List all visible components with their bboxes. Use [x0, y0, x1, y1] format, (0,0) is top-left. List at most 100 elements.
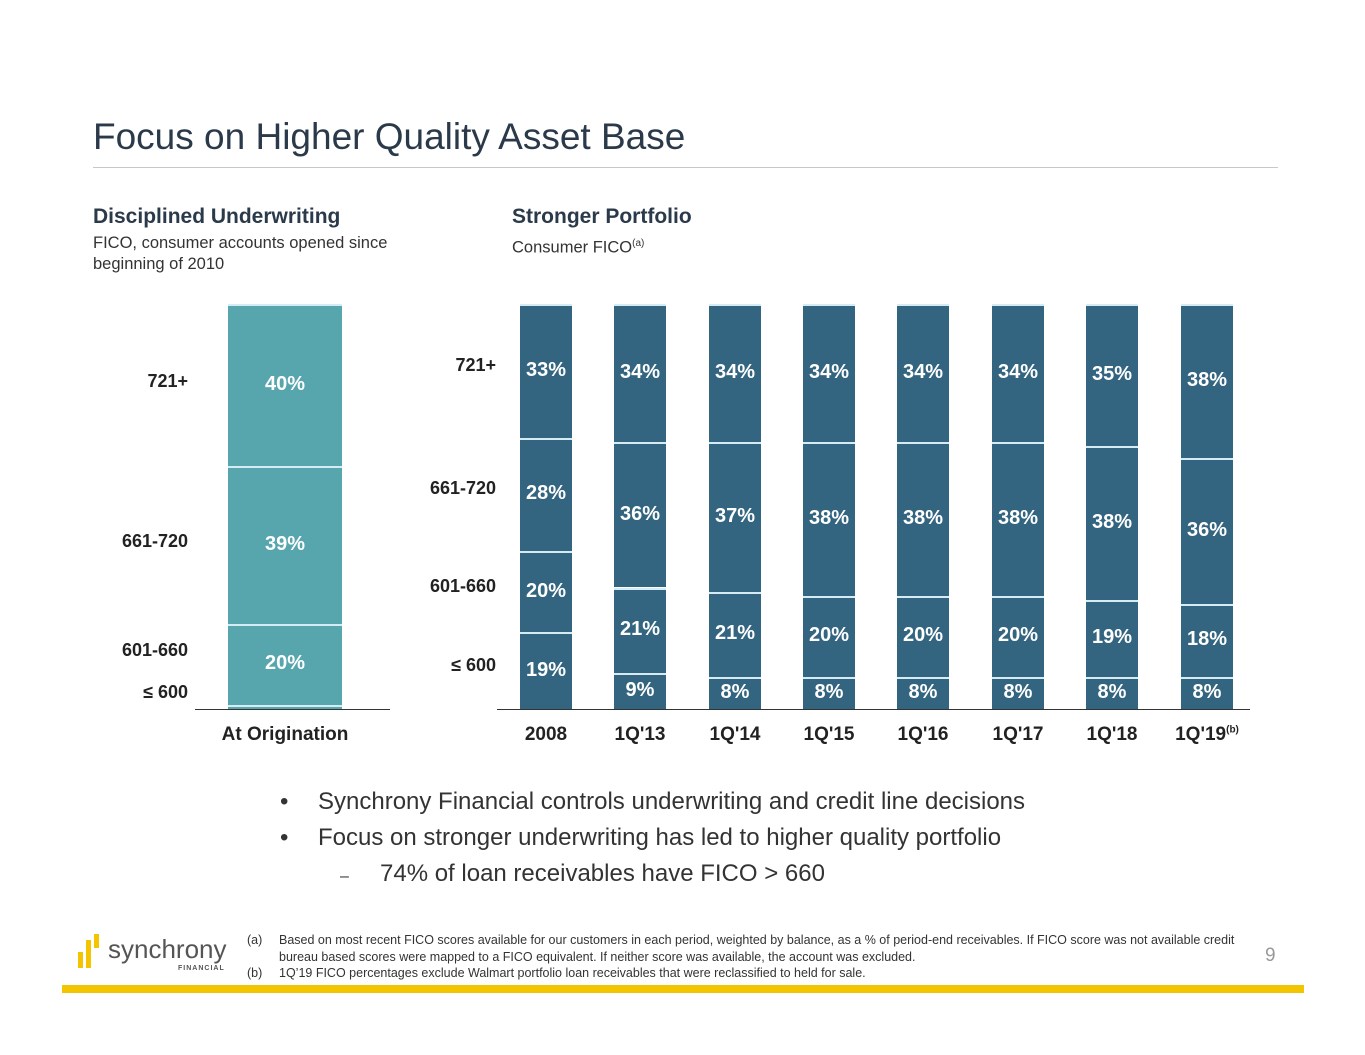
right-chart-heading: Stronger Portfolio [512, 205, 692, 228]
page-number: 9 [1265, 945, 1276, 966]
right-data-label: 33% [525, 358, 567, 381]
right-band-label: 721+ [455, 354, 496, 375]
bullet-text: Focus on stronger underwriting has led t… [318, 824, 1002, 851]
right-category-label: 1Q'13 [614, 724, 666, 745]
right-data-label: 38% [1091, 510, 1133, 533]
right-data-label: 34% [714, 360, 756, 383]
right-x-axis [497, 709, 1250, 710]
right-data-label: 8% [1003, 680, 1033, 703]
right-bar-segment-661-720 [803, 441, 855, 596]
right-bar-segment-721+ [709, 304, 761, 442]
svg-text:synchrony: synchrony [108, 934, 227, 964]
right-category-label: 1Q'18 [1086, 724, 1138, 745]
right-bar-segment-721+ [992, 304, 1044, 442]
right-category-label: 1Q'15 [803, 724, 855, 745]
right-bar-segment-≤ 600 [709, 676, 761, 709]
right-bar-segment-721+ [803, 304, 855, 442]
right-data-label: 34% [997, 360, 1039, 383]
logo-bars-icon: synchrony FINANCIAL [78, 934, 227, 972]
right-data-label: 35% [1091, 362, 1133, 385]
right-bar-segment-601-660 [614, 587, 666, 673]
right-data-label: 34% [619, 360, 661, 383]
right-bar-segment-≤ 600 [1181, 676, 1233, 709]
right-data-label: 8% [1192, 680, 1222, 703]
right-bar-segment-661-720 [897, 441, 949, 596]
right-category-label: 1Q'17 [992, 724, 1044, 745]
left-chart-subtitle: FICO, consumer accounts opened since beg… [93, 233, 387, 275]
right-category-label: 1Q'14 [709, 724, 761, 745]
footnotes: (a) Based on most recent FICO scores avai… [247, 932, 1259, 982]
svg-text:FINANCIAL: FINANCIAL [178, 965, 225, 972]
right-bar-segment-≤ 600 [520, 632, 572, 709]
right-data-label: 8% [1097, 680, 1127, 703]
right-data-label: 20% [997, 624, 1039, 647]
right-band-label: ≤ 600 [451, 654, 496, 675]
right-data-label: 36% [619, 502, 661, 525]
right-bar-segment-661-720 [1181, 457, 1233, 604]
bullet-text: Synchrony Financial controls underwritin… [318, 788, 1026, 815]
bullet-marker: • [280, 788, 289, 815]
right-data-label: 37% [714, 504, 756, 527]
footnote-key: (a) [247, 933, 263, 947]
right-data-label: 28% [525, 482, 567, 505]
right-data-label: 19% [525, 658, 567, 681]
left-bar-segment-≤ 600 [228, 704, 342, 709]
right-category-label: 1Q'19(b) [1175, 724, 1239, 745]
left-subtitle-line1: FICO, consumer accounts opened since [93, 234, 388, 252]
right-bar-segment-661-720 [1086, 445, 1138, 600]
left-x-axis [195, 709, 390, 710]
synchrony-logo: synchrony FINANCIAL [78, 932, 238, 979]
right-category-label: 2008 [524, 724, 568, 745]
right-bar-segment-601-660 [992, 595, 1044, 677]
right-bar-segment-601-660 [709, 591, 761, 677]
right-bar-segment-661-720 [614, 441, 666, 588]
right-data-label: 20% [525, 579, 567, 602]
left-bar-segment-661-720 [228, 466, 342, 624]
right-bar-segment-721+ [897, 304, 949, 442]
right-bar-segment-721+ [520, 304, 572, 438]
right-data-label: 38% [1186, 368, 1228, 391]
right-bar-segment-661-720 [709, 441, 761, 592]
accent-stripe [62, 985, 1304, 993]
right-band-label: 661-720 [429, 478, 496, 499]
right-data-label: 20% [808, 624, 850, 647]
right-bar-segment-≤ 600 [803, 676, 855, 709]
right-subtitle-text: Consumer FICO [512, 238, 633, 257]
right-data-label: 18% [1186, 628, 1228, 651]
sub-bullet-text: 74% of loan receivables have FICO > 660 [380, 860, 825, 887]
right-bar-segment-≤ 600 [1086, 676, 1138, 709]
bullet-item: • Focus on stronger underwriting has led … [280, 824, 1025, 860]
slide-title: Focus on Higher Quality Asset Base [93, 116, 686, 157]
left-subtitle-line2: beginning of 2010 [93, 255, 225, 273]
right-data-label: 20% [902, 624, 944, 647]
footnote-text: 1Q’19 FICO percentages exclude Walmart p… [279, 966, 866, 980]
sub-bullet-item: – 74% of loan receivables have FICO > 660 [280, 860, 1025, 896]
right-bar-segment-661-720 [520, 437, 572, 552]
left-data-label: 40% [264, 373, 306, 395]
sub-bullet-marker: – [340, 868, 349, 885]
right-bar-segment-721+ [1086, 304, 1138, 446]
right-data-label: 9% [625, 678, 655, 701]
right-bar-segment-601-660 [897, 595, 949, 677]
left-bar-segment-601-660 [228, 623, 342, 705]
right-data-label: 8% [814, 680, 844, 703]
right-bar-segment-≤ 600 [614, 672, 666, 709]
right-bar-segment-721+ [614, 304, 666, 442]
left-band-label: 661-720 [121, 530, 188, 551]
right-bar-segment-601-660 [520, 551, 572, 633]
right-data-label: 8% [720, 680, 750, 703]
footnote-ref-a: (a) [632, 238, 645, 249]
left-band-label: 721+ [147, 371, 188, 391]
right-data-label: 19% [1091, 626, 1133, 649]
right-chart-subtitle: Consumer FICO(a) [512, 233, 644, 259]
right-category-label: 1Q'16 [897, 724, 949, 745]
right-bar-segment-661-720 [992, 441, 1044, 596]
footnote-key: (b) [247, 966, 263, 980]
right-bar-segment-601-660 [803, 595, 855, 677]
left-category-label: At Origination [221, 724, 349, 745]
footnote-ref-b: (b) [1226, 724, 1239, 736]
left-band-label: ≤ 600 [143, 682, 188, 702]
bullet-marker: • [280, 824, 289, 851]
right-data-label: 38% [808, 506, 850, 529]
